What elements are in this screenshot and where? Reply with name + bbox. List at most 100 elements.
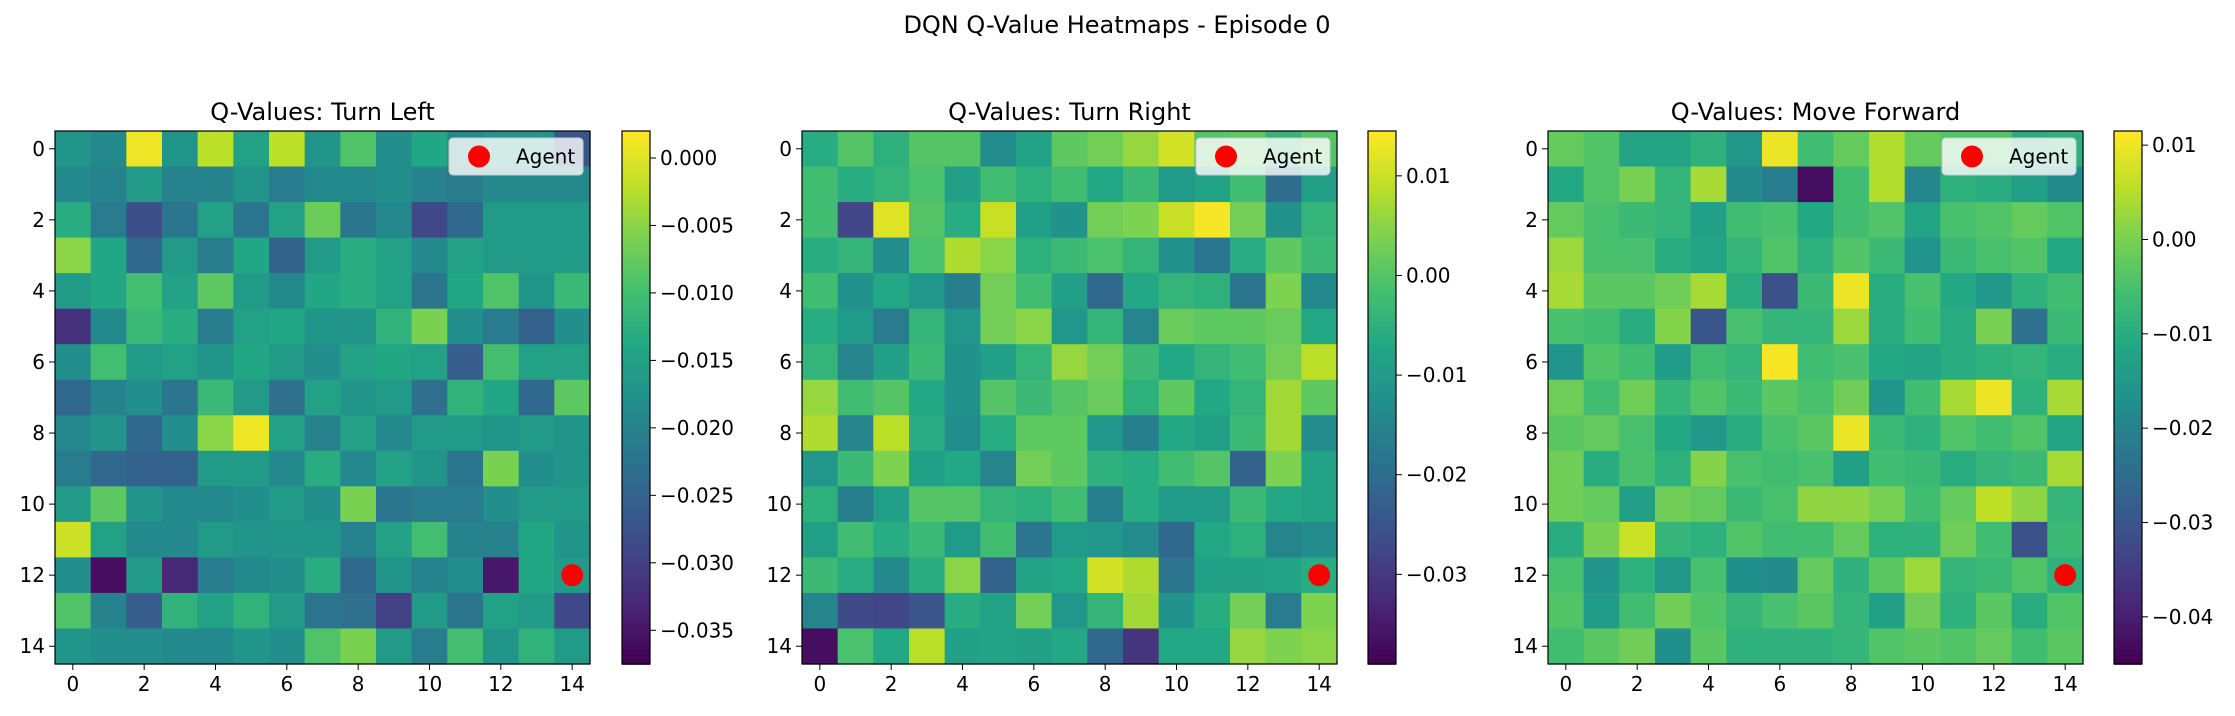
x-tick-label: 14 xyxy=(1306,672,1331,696)
heatmap-cell xyxy=(2011,308,2048,345)
colorbar-band xyxy=(1368,659,1396,665)
colorbar-band xyxy=(1368,419,1396,425)
colorbar-band xyxy=(2114,544,2142,550)
colorbar-band xyxy=(622,215,650,221)
heatmap-cell xyxy=(411,592,448,630)
heatmap-cell xyxy=(340,237,377,274)
heatmap-cell xyxy=(802,628,839,665)
heatmap-cell xyxy=(1797,415,1834,452)
colorbar-tick-label: −0.03 xyxy=(2152,510,2213,534)
colorbar-band xyxy=(2114,228,2142,234)
heatmap-cell xyxy=(483,628,520,665)
heatmap-cell xyxy=(1940,202,1977,239)
heatmap-cell xyxy=(1690,273,1727,310)
y-tick-label: 8 xyxy=(32,421,45,445)
heatmap-cell xyxy=(447,557,484,594)
heatmap-cell xyxy=(376,273,413,310)
heatmap-cell xyxy=(340,166,377,203)
heatmap-cell xyxy=(1869,628,1906,665)
colorbar-band xyxy=(1368,277,1396,283)
heatmap-cell xyxy=(980,166,1017,203)
x-tick-label: 10 xyxy=(1164,672,1189,696)
colorbar-band xyxy=(2114,202,2142,208)
colorbar-band xyxy=(2114,619,2142,625)
heatmap-cell xyxy=(1194,557,1231,594)
heatmap-cell xyxy=(340,379,377,416)
heatmap-cell xyxy=(1869,557,1906,594)
heatmap-cell xyxy=(376,450,413,487)
colorbar-band xyxy=(2114,655,2142,661)
colorbar-band xyxy=(2114,153,2142,159)
heatmap-cell xyxy=(340,202,377,239)
heatmap-cell xyxy=(1797,628,1834,665)
heatmap-cell xyxy=(1940,450,1977,487)
heatmap-cell xyxy=(1583,592,1620,630)
heatmap-cell xyxy=(1940,592,1977,630)
heatmap-cell xyxy=(1797,166,1834,203)
colorbar-band xyxy=(2114,246,2142,252)
colorbar-band xyxy=(622,299,650,306)
colorbar-band xyxy=(622,659,650,665)
heatmap-cell xyxy=(1123,592,1160,630)
colorbar-band xyxy=(1368,197,1396,203)
heatmap-cell xyxy=(1548,486,1585,523)
heatmap-cell xyxy=(1230,521,1267,558)
colorbar-band xyxy=(2114,295,2142,301)
colorbar-band xyxy=(622,175,650,181)
heatmap-cell xyxy=(944,415,981,452)
colorbar-band xyxy=(2114,521,2142,528)
heatmap-cell xyxy=(447,379,484,416)
colorbar-band xyxy=(622,379,650,385)
heatmap-cell xyxy=(55,166,92,203)
heatmap-cell xyxy=(873,379,910,416)
heatmap-cell xyxy=(340,592,377,630)
colorbar-band xyxy=(2114,401,2142,408)
colorbar-band xyxy=(622,184,650,190)
colorbar-band xyxy=(622,650,650,656)
heatmap-cell xyxy=(1087,415,1124,452)
legend-agent-marker xyxy=(1961,145,1983,168)
heatmap-cell xyxy=(1833,379,1870,416)
heatmap-cell xyxy=(909,237,946,274)
colorbar-band xyxy=(2114,179,2142,186)
heatmap-cell xyxy=(90,628,127,665)
heatmap-cell xyxy=(376,308,413,345)
heatmap-cell xyxy=(1726,202,1763,239)
heatmap-cell xyxy=(518,308,555,345)
heatmap-cell xyxy=(837,202,874,239)
colorbar-band xyxy=(1368,282,1396,288)
heatmap-cell xyxy=(1548,273,1585,310)
heatmap-cell xyxy=(269,628,306,665)
heatmap-cell xyxy=(162,379,199,416)
axes-frame xyxy=(1547,130,2084,665)
heatmap-cell xyxy=(90,202,127,239)
heatmap-cell xyxy=(376,521,413,558)
heatmap-cell xyxy=(1123,131,1160,168)
colorbar-band xyxy=(1368,401,1396,408)
heatmap-cell xyxy=(1265,415,1302,452)
heatmap-cell xyxy=(90,450,127,487)
heatmap-cell xyxy=(1194,237,1231,274)
colorbar-band xyxy=(1368,335,1396,341)
heatmap-cell xyxy=(2047,379,2084,416)
colorbar-band xyxy=(2114,473,2142,479)
heatmap-cell xyxy=(873,557,910,594)
y-tick-label: 12 xyxy=(20,563,45,587)
colorbar-band xyxy=(622,615,650,621)
heatmap-cell xyxy=(1940,273,1977,310)
colorbar-band xyxy=(2114,326,2142,332)
heatmap-cell xyxy=(447,628,484,665)
colorbar-band xyxy=(1368,326,1396,332)
heatmap-cell xyxy=(1194,273,1231,310)
colorbar-band xyxy=(2114,504,2142,510)
heatmap-cell xyxy=(197,557,234,594)
heatmap-cell xyxy=(1619,308,1656,345)
colorbar-band xyxy=(2114,317,2142,323)
heatmap-cell xyxy=(483,592,520,630)
heatmap-cell xyxy=(1548,415,1585,452)
colorbar-band xyxy=(1368,175,1396,181)
heatmap-cell xyxy=(837,308,874,345)
colorbar-band xyxy=(622,277,650,283)
heatmap-cell xyxy=(447,592,484,630)
heatmap-cell xyxy=(1123,521,1160,558)
